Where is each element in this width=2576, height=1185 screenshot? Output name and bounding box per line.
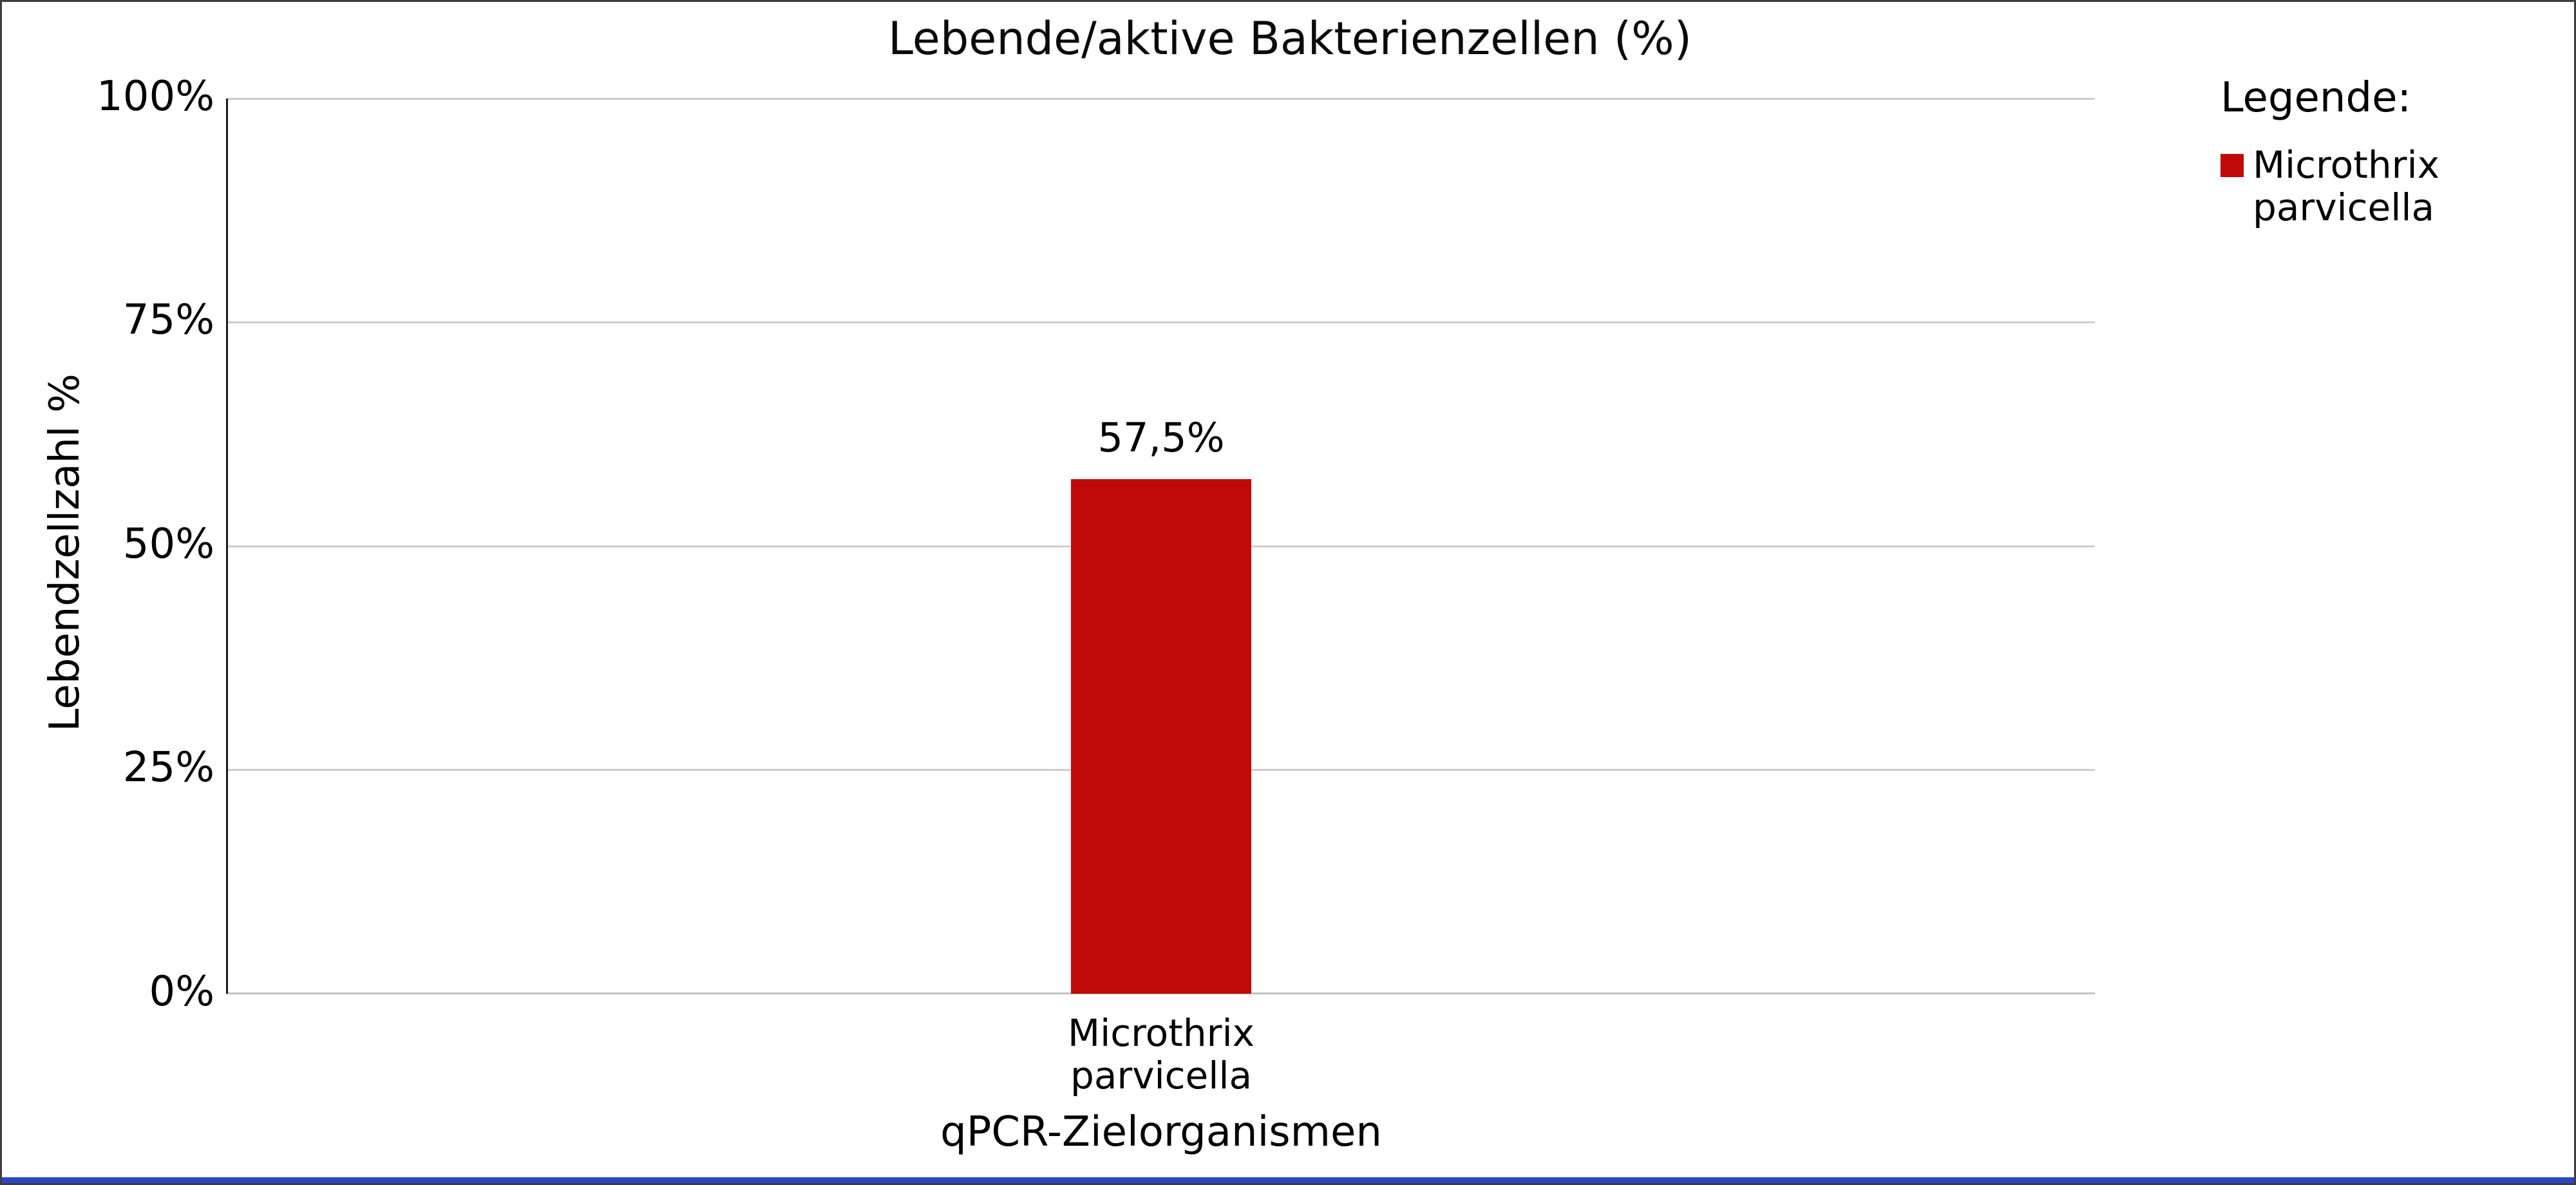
x-axis-title: qPCR-Zielorganismen [940, 1108, 1382, 1156]
x-tick-microthrix-parvicella: Microthrix parvicella [1068, 1011, 1255, 1098]
bar-microthrix-parvicella [1071, 479, 1251, 994]
gridline-100 [227, 98, 2095, 100]
y-axis-ticks: 100% 75% 50% 25% 0% [2, 73, 214, 1016]
bar-value-label: 57,5% [1097, 413, 1225, 461]
chart-title: Lebende/aktive Bakterienzellen (%) [887, 12, 1692, 65]
bottom-blue-bar [2, 1177, 2574, 1183]
gridline-75 [227, 321, 2095, 323]
y-tick-100: 100% [97, 73, 214, 121]
y-tick-0: 0% [149, 968, 214, 1016]
y-tick-75: 75% [122, 296, 214, 345]
y-axis-line [226, 99, 228, 994]
legend-title: Legende: [2221, 74, 2412, 122]
plot-area: 57,5% [226, 98, 2095, 994]
legend-item-microthrix-parvicella: Microthrix parvicella [2221, 144, 2571, 229]
y-axis-title: Lebendzellzahl % [41, 374, 89, 732]
legend: Legende: Microthrix parvicella [2221, 74, 2571, 229]
y-tick-50: 50% [122, 520, 214, 569]
legend-item-label: Microthrix parvicella [2253, 143, 2439, 230]
legend-swatch-icon [2221, 154, 2244, 177]
y-tick-25: 25% [122, 744, 214, 792]
